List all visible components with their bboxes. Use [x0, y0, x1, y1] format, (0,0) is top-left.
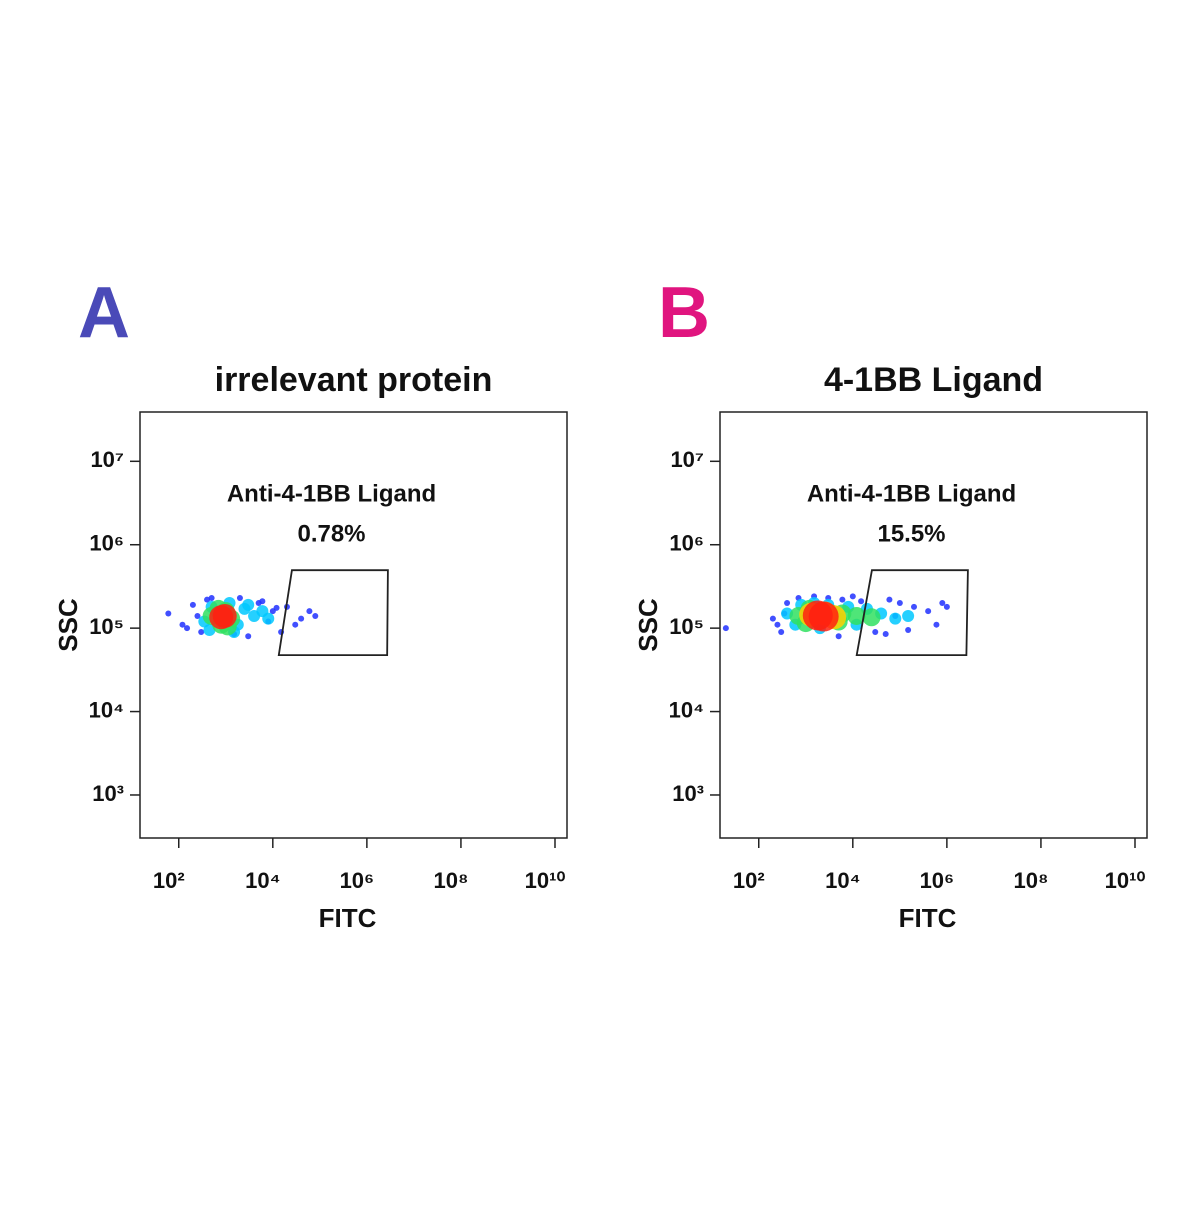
event-point [298, 615, 305, 622]
y-tick-label: 10⁴ [89, 697, 124, 722]
event-point [862, 608, 881, 627]
event-point [236, 594, 243, 601]
gate-name: Anti-4-1BB Ligand [807, 480, 1016, 507]
event-point [886, 596, 893, 603]
event-point [212, 603, 237, 628]
y-axis-label: SSC [53, 598, 83, 652]
event-point [208, 594, 215, 601]
plot-frame [139, 411, 568, 839]
event-point [242, 598, 255, 611]
event-point [849, 593, 856, 600]
panel-letter: A [78, 273, 130, 353]
y-tick-label: 10⁶ [89, 531, 124, 556]
event-point [939, 600, 946, 607]
x-tick-label: 10¹⁰ [1105, 868, 1146, 893]
event-point [905, 627, 912, 634]
event-point [882, 631, 889, 638]
event-point [179, 621, 186, 628]
event-point [808, 601, 839, 632]
gate [855, 569, 969, 657]
event-point [165, 610, 172, 617]
event-point [194, 612, 201, 619]
event-point [262, 612, 275, 625]
x-tick-label: 10⁶ [920, 868, 955, 893]
event-point [925, 608, 932, 615]
event-point [259, 598, 266, 605]
event-point [184, 625, 191, 632]
x-tick-label: 10⁶ [340, 868, 375, 893]
gate-percent: 0.78% [297, 520, 365, 547]
x-tick-label: 10² [153, 868, 185, 893]
event-point [835, 633, 842, 640]
y-tick-label: 10⁵ [669, 614, 704, 639]
x-axis-label: FITC [319, 903, 377, 933]
event-point [839, 596, 846, 603]
event-point [847, 606, 866, 625]
y-tick-label: 10⁶ [669, 531, 704, 556]
event-point [902, 609, 915, 622]
gate-name: Anti-4-1BB Ligand [227, 480, 436, 507]
event-point [769, 615, 776, 622]
event-point [943, 603, 950, 610]
y-tick-label: 10⁴ [669, 697, 704, 722]
event-point [203, 624, 216, 637]
event-point [778, 628, 785, 635]
x-tick-label: 10⁴ [825, 868, 860, 893]
event-point [245, 633, 252, 640]
x-tick-label: 10⁸ [1013, 868, 1048, 893]
event-point [872, 628, 879, 635]
gate [277, 569, 389, 657]
x-tick-label: 10¹⁰ [525, 868, 566, 893]
x-axis-label: FITC [899, 903, 957, 933]
event-point [722, 625, 729, 632]
event-point [774, 621, 781, 628]
event-point [896, 600, 903, 607]
gate-percent: 15.5% [877, 520, 945, 547]
event-point [189, 601, 196, 608]
event-point [910, 603, 917, 610]
event-point [204, 596, 211, 603]
event-point [889, 612, 902, 625]
y-axis-label: SSC [633, 598, 663, 652]
panel-title: 4-1BB Ligand [824, 361, 1043, 399]
y-tick-label: 10⁷ [670, 447, 704, 472]
event-point [784, 600, 791, 607]
x-tick-label: 10⁴ [245, 868, 280, 893]
event-point [858, 598, 865, 605]
event-point [198, 628, 205, 635]
event-point [933, 621, 940, 628]
event-point [312, 612, 319, 619]
x-tick-label: 10² [733, 868, 765, 893]
plot-frame [719, 411, 1148, 839]
y-tick-label: 10³ [672, 781, 704, 806]
event-point [292, 621, 299, 628]
panel-title: irrelevant protein [215, 361, 493, 399]
panel-letter: B [658, 273, 710, 353]
x-tick-label: 10⁸ [433, 868, 468, 893]
event-point [273, 604, 280, 611]
event-point [306, 608, 313, 615]
y-tick-label: 10⁵ [89, 614, 124, 639]
y-tick-label: 10⁷ [90, 447, 124, 472]
y-tick-label: 10³ [92, 781, 124, 806]
